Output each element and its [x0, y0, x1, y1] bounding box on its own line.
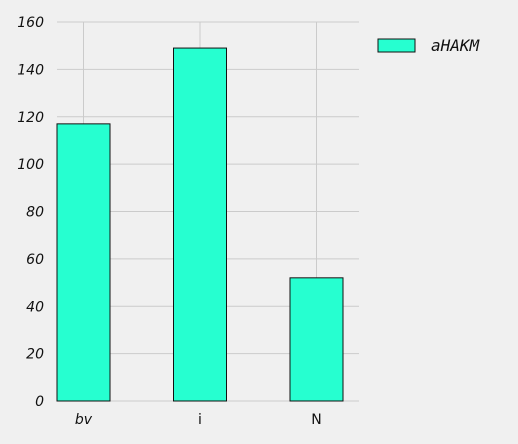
bar-N — [289, 277, 344, 402]
legend-swatch — [377, 38, 416, 53]
y-tick-label: 60 — [26, 252, 44, 268]
x-tick-labels: bv i N — [75, 412, 322, 428]
legend: aHAKM — [377, 36, 481, 55]
y-tick-label: 160 — [17, 15, 44, 31]
legend-label: aHAKM — [431, 36, 481, 55]
x-tick-label: N — [311, 412, 321, 428]
y-tick-label: 40 — [26, 299, 44, 315]
bars — [56, 47, 344, 402]
y-tick-label: 80 — [26, 205, 44, 221]
y-tick-label: 140 — [17, 62, 44, 78]
y-tick-label: 100 — [17, 157, 44, 173]
y-tick-label: 120 — [17, 110, 44, 126]
bar-i — [173, 47, 227, 402]
y-tick-label: 0 — [35, 394, 44, 410]
y-tick-labels: 0 20 40 60 80 100 120 140 160 — [17, 15, 44, 410]
x-tick-label: i — [198, 412, 202, 428]
y-tick-label: 20 — [26, 347, 44, 363]
x-tick-label: bv — [75, 412, 93, 428]
bar-bv — [56, 123, 111, 402]
